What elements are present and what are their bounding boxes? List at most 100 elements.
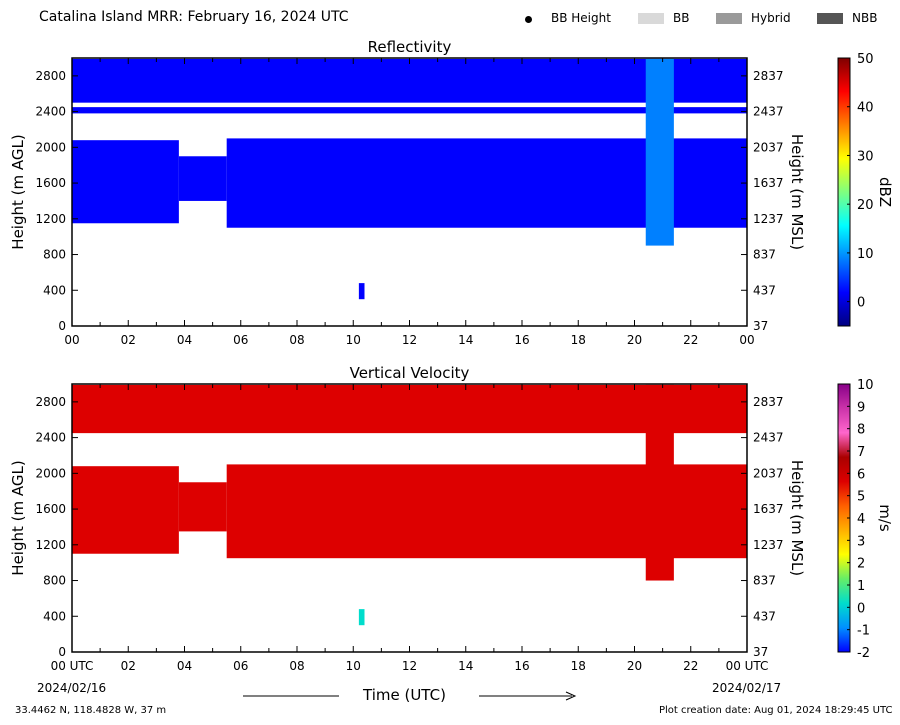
x-tick-label: 00 [64, 333, 79, 347]
colorbar-label: m/s [876, 504, 894, 532]
colorbar-tick-label: 40 [857, 101, 874, 116]
y-tick-label: 400 [43, 609, 66, 623]
data-region [72, 466, 179, 554]
panel-title: Reflectivity [368, 38, 452, 56]
time-axis-arrows [243, 691, 577, 701]
colorbar-tick-label: -1 [857, 624, 870, 639]
x-tick-label: 02 [121, 659, 136, 673]
data-region [178, 482, 227, 532]
y-tick-label: 2800 [35, 395, 66, 409]
x-tick-label: 12 [402, 333, 417, 347]
x-axis-label: Time (UTC) [363, 686, 446, 704]
colorbar-label: dBZ [876, 177, 894, 207]
end-date: 2024/02/17 [712, 681, 782, 695]
y-tick-label-right: 2437 [753, 105, 784, 119]
colorbar-tick-label: 30 [857, 149, 874, 164]
legend-label-hybrid: Hybrid [751, 11, 791, 25]
y-tick-label: 2000 [35, 140, 66, 154]
data-region [358, 283, 365, 300]
y-tick-label: 2400 [35, 105, 66, 119]
y-tick-label-right: 437 [753, 609, 776, 623]
y-tick-label-right: 437 [753, 283, 776, 297]
colorbar-tick-label: 0 [857, 601, 865, 616]
x-tick-label: 02 [121, 333, 136, 347]
y-tick-label: 2400 [35, 431, 66, 445]
y-tick-label-right: 2837 [753, 395, 784, 409]
y-tick-label: 1600 [35, 176, 66, 190]
y-tick-label: 1200 [35, 538, 66, 552]
panel-title: Vertical Velocity [350, 364, 470, 382]
x-tick-label: 16 [514, 659, 529, 673]
y-tick-label: 2800 [35, 69, 66, 83]
y-axis-label: Height (m AGL) [9, 460, 27, 575]
data-region [358, 609, 365, 626]
x-tick-label: 10 [346, 333, 361, 347]
y-tick-label-right: 1237 [753, 212, 784, 226]
y-tick-label: 1200 [35, 212, 66, 226]
x-tick-label: 22 [683, 333, 698, 347]
colorbar-tick-label: 6 [857, 467, 865, 482]
y-tick-label-right: 2037 [753, 466, 784, 480]
data-regions [72, 58, 747, 300]
x-tick-label: 14 [458, 333, 473, 347]
colorbar-tick-label: 4 [857, 512, 865, 527]
arrow-right-head [565, 691, 577, 701]
y-tick-label-right: 37 [753, 319, 768, 333]
y-tick-label: 400 [43, 283, 66, 297]
data-region [72, 58, 747, 103]
x-tick-label: 22 [683, 659, 698, 673]
colorbar-tick-label: 7 [857, 445, 865, 460]
legend-label-bb: BB [673, 11, 690, 25]
colorbar-tick-label: 20 [857, 198, 874, 213]
colorbar-tick-label: 50 [857, 52, 874, 67]
x-tick-label: 00 [739, 333, 754, 347]
x-tick-label: 10 [346, 659, 361, 673]
y-tick-label: 0 [58, 319, 66, 333]
y-tick-label-right: 2037 [753, 140, 784, 154]
data-region [178, 156, 227, 201]
colorbar-tick-label: 10 [857, 378, 874, 393]
x-tick-label: 18 [571, 333, 586, 347]
x-tick-label: 14 [458, 659, 473, 673]
colorbar-tick-label: 2 [857, 557, 865, 572]
x-tick-label: 12 [402, 659, 417, 673]
data-regions [72, 384, 747, 626]
colorbar-tick-label: 8 [857, 423, 865, 438]
start-date: 2024/02/16 [37, 681, 107, 695]
x-tick-label: 20 [627, 659, 642, 673]
legend-label-nbb: NBB [852, 11, 878, 25]
colorbar-tick-label: 1 [857, 579, 865, 594]
y-tick-label: 800 [43, 574, 66, 588]
colorbar-tick-label: 5 [857, 490, 865, 505]
y-tick-label-right: 2437 [753, 431, 784, 445]
data-region [645, 58, 674, 246]
legend-marker-bb-height [525, 16, 532, 23]
y-axis-label-right: Height (m MSL) [788, 460, 806, 576]
data-region [72, 107, 747, 114]
colorbar-tick-label: 3 [857, 534, 865, 549]
y-tick-label: 1600 [35, 502, 66, 516]
colorbar-tick-label: 9 [857, 400, 865, 415]
x-tick-label: 04 [177, 333, 192, 347]
y-tick-label-right: 2837 [753, 69, 784, 83]
x-tick-label: 18 [571, 659, 586, 673]
x-tick-label: 00 UTC [726, 659, 769, 673]
y-tick-label: 2000 [35, 466, 66, 480]
y-tick-label-right: 37 [753, 645, 768, 659]
colorbar [837, 57, 851, 327]
data-region [72, 140, 179, 224]
x-tick-label: 20 [627, 333, 642, 347]
x-tick-label: 00 UTC [51, 659, 94, 673]
x-tick-label: 06 [233, 659, 248, 673]
colorbar-tick-label: -2 [857, 646, 870, 661]
y-axis-label-right: Height (m MSL) [788, 134, 806, 250]
x-tick-label: 04 [177, 659, 192, 673]
x-tick-label: 08 [289, 333, 304, 347]
colorbar-tick-label: 0 [857, 296, 865, 311]
data-region [645, 384, 674, 581]
y-tick-label-right: 837 [753, 248, 776, 262]
y-axis-label: Height (m AGL) [9, 134, 27, 249]
